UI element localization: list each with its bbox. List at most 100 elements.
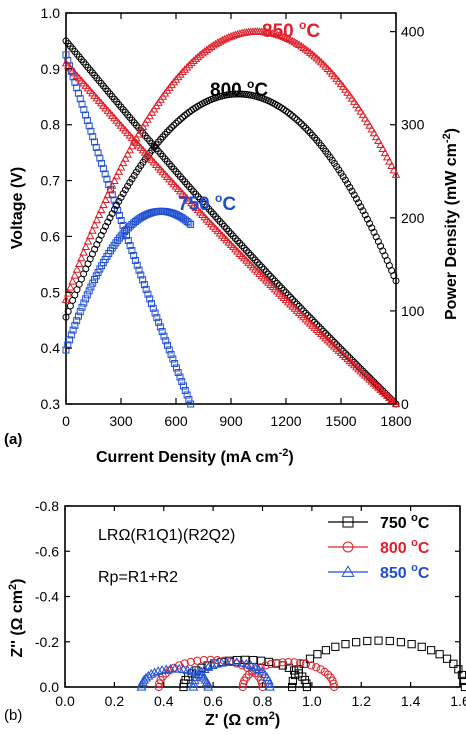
nyquist-point [427,646,436,655]
panel-b-label: (b) [4,707,22,724]
voltage-point [178,378,186,386]
voltage-point [76,95,84,103]
voltage-point [71,78,79,86]
power-point [77,253,86,262]
power-point [69,326,77,334]
power-point [352,195,360,203]
x-tick-label-2: 600 [164,413,188,429]
y-tick-label-2: 0.5 [41,284,61,300]
voltage-point [94,149,102,157]
voltage-point [137,271,145,279]
power-point [182,62,192,71]
nyquist-series-2 [136,656,275,691]
nyquist-point [312,663,321,672]
power-point [112,239,120,247]
power-point [110,205,118,213]
x-tick-label-3: 900 [219,413,243,429]
power-point [70,271,80,279]
power-point [391,170,401,178]
nyquist-point [242,673,251,682]
nyquist-point [278,658,287,667]
voltage-point [90,138,98,146]
nyquist-point [341,640,350,649]
nyquist-point [352,638,361,647]
legend-label-2: 850 oC [380,562,430,582]
power-point [168,123,176,131]
y2-tick-label-2: 200 [401,210,425,226]
power-point [293,116,301,124]
nyquist-point [236,657,247,667]
nyquist-point [231,657,242,666]
power-point [279,32,289,41]
nyquist-point [396,638,405,647]
nyquist-point [449,659,458,668]
power-point [376,140,385,148]
legend-marker-0 [342,516,354,528]
voltage-point [348,356,356,364]
voltage-point [249,254,257,262]
voltage-point [187,400,195,408]
nyquist-point [193,656,202,665]
nyquist-point [294,665,303,674]
voltage-point [273,279,281,287]
power-point [360,114,370,122]
power-point [277,31,286,40]
power-point [371,132,381,141]
legend-marker-2 [341,565,355,577]
nyquist-point [407,640,416,649]
power-point [306,129,314,137]
voltage-point [181,387,189,395]
power-point [363,215,371,223]
power-point [270,29,280,38]
voltage-point [101,170,109,178]
voltage-point [171,360,179,368]
power-point [62,346,70,354]
power-point [61,295,71,303]
voltage-point [231,234,239,242]
voltage-point [225,227,233,235]
power-point [76,308,84,316]
power-point [68,277,77,285]
voltage-point [174,369,182,377]
voltage-point [165,346,173,354]
nyquist-point [136,681,147,691]
power-point [83,291,91,299]
voltage-point [96,154,104,162]
power-point [110,176,119,184]
power-point [107,181,117,189]
voltage-point [83,116,91,124]
power-point [99,200,108,208]
power-point [74,259,84,267]
power-point [358,110,368,119]
power-point [115,234,123,242]
power-point [382,152,392,161]
power-point [129,137,139,146]
power-point [81,242,91,251]
temperature-label-0: 850 oC [262,18,320,42]
voltage-point [149,304,157,312]
nyquist-point [288,676,297,686]
y-tick-label-1: 0.4 [41,340,61,356]
x-tick-label-1: 300 [109,413,133,429]
nyquist-point [146,669,157,678]
legend-marker-1 [342,541,354,553]
nyquist-point [261,661,270,670]
power-point [104,218,112,226]
voltage-point [92,143,100,151]
power-point [286,35,295,44]
power-point [304,126,312,134]
voltage-point [140,281,148,289]
voltage-point [247,251,255,259]
voltage-point [115,211,123,219]
power-point [234,90,242,98]
power-point [283,34,293,43]
panel-a-marks [61,27,401,408]
x-tick-label-0: 0 [62,413,70,429]
power-point [291,114,299,122]
power-point [172,119,180,127]
nyquist-point [199,664,210,674]
power-point [236,90,244,98]
panel-b-axes: 0.0 0.2 0.4 0.6 0.8 1.0 1.2 1.4 1.6 0.0 -0.2 -0.4 -0… [35,498,466,709]
nyquist-point [266,659,276,669]
power-point [66,336,74,344]
